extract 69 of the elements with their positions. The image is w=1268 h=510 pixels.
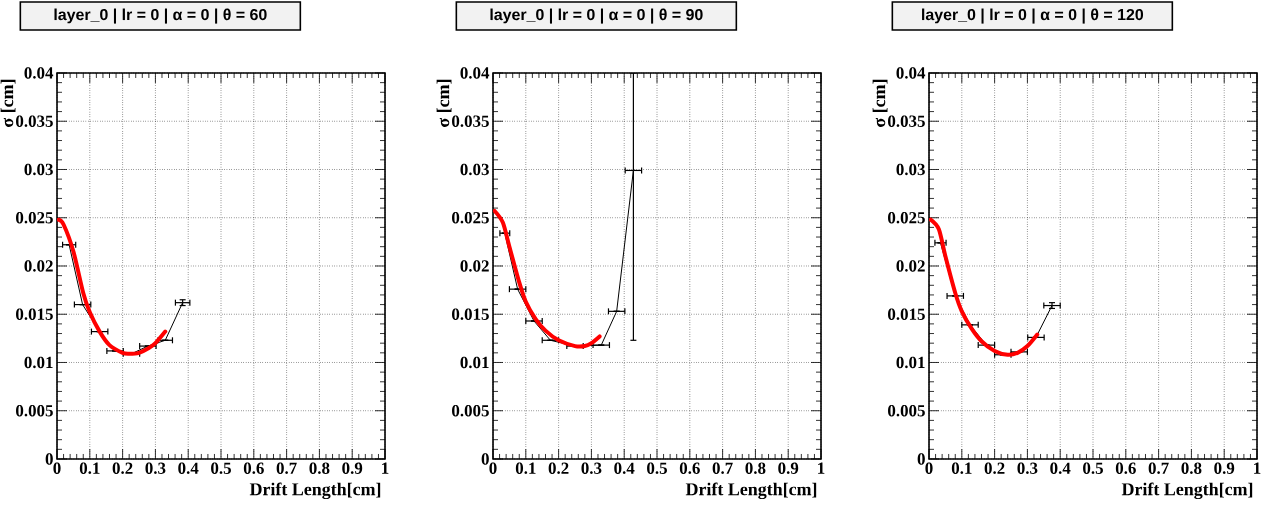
x-tick-label: 0.3	[145, 462, 166, 474]
y-axis-title: σ [cm]	[436, 79, 452, 127]
x-tick-label: 0.1	[515, 462, 536, 474]
x-tick-label: 0.8	[1181, 462, 1202, 474]
chart-title: layer_0 | lr = 0 | α = 0 | θ = 90	[490, 8, 703, 24]
y-tick-label: 0.01	[896, 356, 925, 369]
y-tick-label: 0.02	[24, 260, 53, 272]
y-tick-label: 0.03	[24, 163, 53, 176]
x-tick-label: 0.3	[1017, 462, 1038, 474]
y-tick-label: 0.04	[460, 67, 490, 79]
x-tick-label: 0.2	[984, 462, 1005, 474]
x-tick-label: 0.5	[211, 462, 231, 474]
x-tick-label: 0.7	[712, 462, 733, 474]
y-tick-label: 0.02	[460, 260, 489, 272]
y-tick-label: 0.02	[896, 260, 925, 272]
x-axis-title: Drift Length[cm]	[685, 482, 817, 500]
y-tick-label: 0	[917, 453, 925, 465]
chart-title: layer_0 | lr = 0 | α = 0 | θ = 60	[54, 8, 267, 24]
x-tick-label: 1	[818, 462, 825, 474]
x-tick-label: 0.4	[178, 462, 199, 474]
chart-title: layer_0 | lr = 0 | α = 0 | θ = 120	[922, 8, 1144, 24]
y-tick-label: 0.025	[888, 211, 925, 224]
x-tick-label: 0.8	[745, 462, 766, 474]
x-tick-label: 0.6	[679, 462, 700, 474]
y-axis-title: σ [cm]	[872, 79, 888, 127]
x-tick-label: 0.7	[1148, 462, 1169, 474]
y-tick-label: 0.03	[460, 163, 489, 176]
y-tick-label: 0.025	[452, 211, 489, 224]
x-axis-title: Drift Length[cm]	[1121, 482, 1253, 500]
x-tick-label: 0.2	[112, 462, 133, 474]
x-tick-label: 1	[1254, 462, 1261, 474]
x-tick-label: 0.2	[548, 462, 569, 474]
x-tick-label: 0	[925, 462, 933, 474]
x-tick-label: 0	[489, 462, 497, 474]
x-tick-label: 0.7	[276, 462, 297, 474]
x-tick-label: 0.4	[614, 462, 635, 474]
y-tick-label: 0.005	[452, 404, 489, 417]
y-tick-label: 0.01	[24, 356, 53, 369]
y-tick-label: 0.01	[460, 356, 489, 369]
y-tick-label: 0.005	[16, 404, 53, 417]
x-tick-label: 0.3	[581, 462, 602, 474]
x-tick-label: 0.9	[1214, 462, 1235, 474]
y-tick-label: 0.04	[24, 67, 54, 79]
x-tick-label: 0.8	[309, 462, 330, 474]
x-tick-label: 0	[53, 462, 61, 474]
y-tick-label: 0.03	[896, 163, 925, 176]
y-tick-label: 0.015	[452, 308, 489, 320]
x-tick-label: 0.9	[342, 462, 363, 474]
x-tick-label: 0.6	[243, 462, 264, 474]
y-tick-label: 0.015	[888, 308, 925, 320]
x-tick-label: 0.6	[1115, 462, 1136, 474]
y-tick-label: 0.005	[888, 404, 925, 417]
y-tick-label: 0.015	[16, 308, 53, 320]
x-axis-title: Drift Length[cm]	[249, 482, 381, 500]
x-tick-label: 0.1	[951, 462, 972, 474]
y-tick-label: 0	[481, 453, 489, 465]
y-tick-label: 0	[45, 453, 53, 465]
y-tick-label: 0.025	[16, 211, 53, 224]
y-tick-label: 0.04	[896, 67, 926, 79]
x-tick-label: 0.9	[778, 462, 799, 474]
x-tick-label: 0.5	[647, 462, 667, 474]
y-tick-label: 0.035	[452, 115, 489, 127]
y-tick-label: 0.035	[888, 115, 925, 127]
x-tick-label: 0.5	[1083, 462, 1103, 474]
x-tick-label: 1	[382, 462, 389, 474]
x-tick-label: 0.4	[1050, 462, 1071, 474]
y-tick-label: 0.035	[16, 115, 53, 127]
x-tick-label: 0.1	[79, 462, 100, 474]
y-axis-title: σ [cm]	[0, 79, 16, 127]
